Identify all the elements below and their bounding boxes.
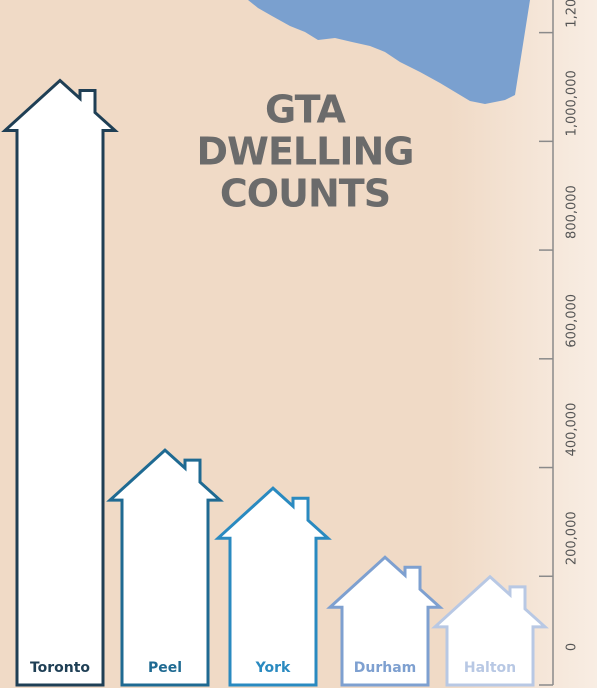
category-label: York bbox=[255, 660, 291, 676]
category-label: Toronto bbox=[30, 660, 90, 676]
house-bar bbox=[431, 574, 549, 687]
y-tick-label: 1,200,000 bbox=[565, 0, 580, 28]
y-tick-label: 400,000 bbox=[565, 403, 580, 457]
y-tick-label: 200,000 bbox=[565, 511, 580, 565]
title-line: DWELLING bbox=[197, 130, 414, 174]
house-bar bbox=[326, 555, 444, 687]
y-tick-label: 800,000 bbox=[565, 185, 580, 239]
category-label: Durham bbox=[354, 660, 417, 676]
y-tick-label: 0 bbox=[565, 643, 580, 651]
house-bar bbox=[1, 78, 119, 687]
title-line: GTA bbox=[265, 88, 346, 132]
category-label: Halton bbox=[464, 660, 516, 676]
y-tick-label: 1,000,000 bbox=[565, 70, 580, 136]
y-tick-label: 600,000 bbox=[565, 294, 580, 348]
title-line: COUNTS bbox=[220, 172, 390, 216]
category-label: Peel bbox=[148, 660, 182, 676]
house-bar bbox=[106, 448, 224, 687]
house-bar bbox=[214, 486, 332, 687]
lake bbox=[248, 0, 530, 104]
